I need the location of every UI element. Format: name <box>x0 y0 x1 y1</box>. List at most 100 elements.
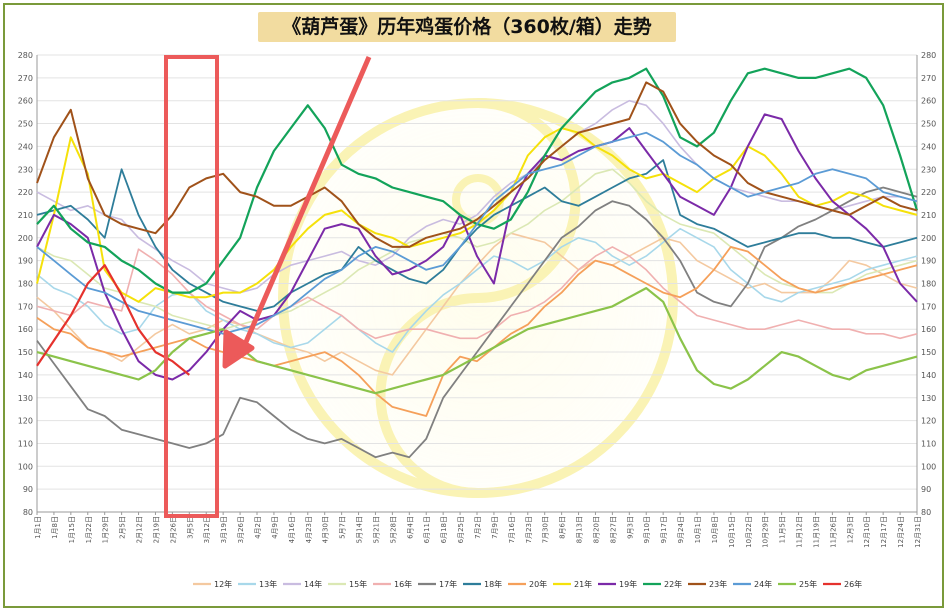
x-tick-label: 12月31日 <box>914 516 922 548</box>
x-tick-label: 1月1日 <box>34 516 42 539</box>
y-tick-label-right: 280 <box>921 51 936 60</box>
legend-label: 19年 <box>619 579 637 589</box>
y-tick-label-right: 210 <box>921 211 936 220</box>
x-tick-label: 6月11日 <box>423 516 431 543</box>
series-line-15年 <box>36 168 918 330</box>
x-tick-label: 8月6日 <box>559 516 567 539</box>
y-tick-label-right: 180 <box>921 280 936 289</box>
series-line-20年 <box>36 246 918 417</box>
x-tick-label: 9月10日 <box>643 516 651 543</box>
series-line-18年 <box>36 159 918 312</box>
x-tick-label: 1月29日 <box>102 516 110 543</box>
x-tick-label: 10月22日 <box>745 516 753 548</box>
y-tick-label-left: 80 <box>23 508 33 517</box>
x-tick-label: 2月5日 <box>119 516 127 539</box>
x-tick-label: 11月19日 <box>812 516 820 548</box>
y-tick-label-left: 280 <box>18 51 33 60</box>
x-tick-label: 12月10日 <box>863 516 871 548</box>
y-tick-label-left: 160 <box>18 325 33 334</box>
x-tick-label: 3月19日 <box>220 516 228 543</box>
y-tick-label-right: 230 <box>921 165 936 174</box>
x-tick-label: 3月26日 <box>237 516 245 543</box>
x-tick-label: 10月15日 <box>728 516 736 548</box>
y-tick-label-right: 90 <box>921 485 931 494</box>
y-tick-label-left: 240 <box>18 142 33 151</box>
y-tick-label-left: 130 <box>18 394 33 403</box>
legend-label: 18年 <box>484 579 502 589</box>
x-tick-label: 4月9日 <box>271 516 279 539</box>
y-tick-label-right: 170 <box>921 302 936 311</box>
x-tick-label: 5月7日 <box>339 516 347 539</box>
x-tick-label: 2月19日 <box>152 516 160 543</box>
y-tick-label-right: 140 <box>921 371 936 380</box>
x-tick-label: 9月3日 <box>626 516 634 539</box>
y-tick-label-left: 140 <box>18 371 33 380</box>
y-tick-label-left: 230 <box>18 165 33 174</box>
y-tick-label-right: 250 <box>921 120 936 129</box>
title-banner: 《葫芦蛋》历年鸡蛋价格（360枚/箱）走势 <box>258 12 676 42</box>
x-tick-label: 4月30日 <box>322 516 330 543</box>
y-tick-label-left: 260 <box>18 97 33 106</box>
x-tick-label: 12月17日 <box>880 516 888 548</box>
legend-label: 21年 <box>574 579 592 589</box>
legend-label: 22年 <box>664 579 682 589</box>
y-tick-label-right: 240 <box>921 142 936 151</box>
x-tick-label: 9月24日 <box>677 516 685 543</box>
x-tick-label: 4月2日 <box>254 516 262 539</box>
x-tick-label: 6月25日 <box>457 516 465 543</box>
legend-label: 23年 <box>709 579 727 589</box>
x-tick-label: 8月27日 <box>609 516 617 543</box>
x-tick-label: 5月21日 <box>372 516 380 543</box>
legend-label: 15年 <box>349 579 367 589</box>
x-tick-label: 2月26日 <box>169 516 177 543</box>
y-tick-label-left: 190 <box>18 257 33 266</box>
x-tick-label: 5月28日 <box>389 516 397 543</box>
y-tick-label-left: 210 <box>18 211 33 220</box>
y-tick-label-left: 270 <box>18 74 33 83</box>
series-line-23年 <box>36 81 918 248</box>
x-tick-label: 8月13日 <box>576 516 584 543</box>
y-tick-label-right: 80 <box>921 508 931 517</box>
y-tick-label-right: 120 <box>921 417 936 426</box>
y-tick-label-left: 150 <box>18 348 33 357</box>
series-line-17年 <box>36 186 918 459</box>
series-line-14年 <box>36 99 918 294</box>
x-tick-label: 11月26日 <box>829 516 837 548</box>
legend-label: 14年 <box>304 579 322 589</box>
chart-title: 《葫芦蛋》历年鸡蛋价格（360枚/箱）走势 <box>282 16 652 38</box>
x-tick-label: 10月29日 <box>762 516 770 548</box>
series-line-24年 <box>36 131 918 335</box>
x-tick-label: 4月16日 <box>288 516 296 543</box>
legend-label: 20年 <box>529 579 547 589</box>
legend-label: 16年 <box>394 579 412 589</box>
legend-label: 17年 <box>439 579 457 589</box>
x-tick-label: 5月14日 <box>356 516 364 543</box>
series-line-12年 <box>36 232 918 376</box>
x-tick-label: 1月8日 <box>51 516 59 539</box>
y-tick-label-right: 100 <box>921 462 936 471</box>
x-tick-label: 3月5日 <box>186 516 194 539</box>
y-tick-label-right: 130 <box>921 394 936 403</box>
y-tick-label-left: 120 <box>18 417 33 426</box>
x-tick-label: 8月20日 <box>592 516 600 543</box>
y-tick-label-left: 170 <box>18 302 33 311</box>
y-tick-label-left: 180 <box>18 280 33 289</box>
x-tick-label: 10月8日 <box>711 516 719 543</box>
x-tick-label: 4月23日 <box>305 516 313 543</box>
x-tick-label: 6月4日 <box>406 516 414 539</box>
legend-label: 24年 <box>754 579 772 589</box>
y-tick-label-left: 220 <box>18 188 33 197</box>
x-tick-label: 12月24日 <box>897 516 905 548</box>
series-line-19年 <box>36 113 918 381</box>
y-tick-label-right: 270 <box>921 74 936 83</box>
y-tick-label-right: 150 <box>921 348 936 357</box>
y-tick-label-left: 90 <box>23 485 33 494</box>
x-tick-label: 7月9日 <box>491 516 499 539</box>
x-tick-label: 11月5日 <box>779 516 787 543</box>
legend-label: 25年 <box>799 579 817 589</box>
legend-label: 26年 <box>844 579 862 589</box>
y-tick-label-right: 110 <box>921 439 936 448</box>
x-tick-label: 11月12日 <box>796 516 804 548</box>
series-line-26年 <box>36 264 190 376</box>
